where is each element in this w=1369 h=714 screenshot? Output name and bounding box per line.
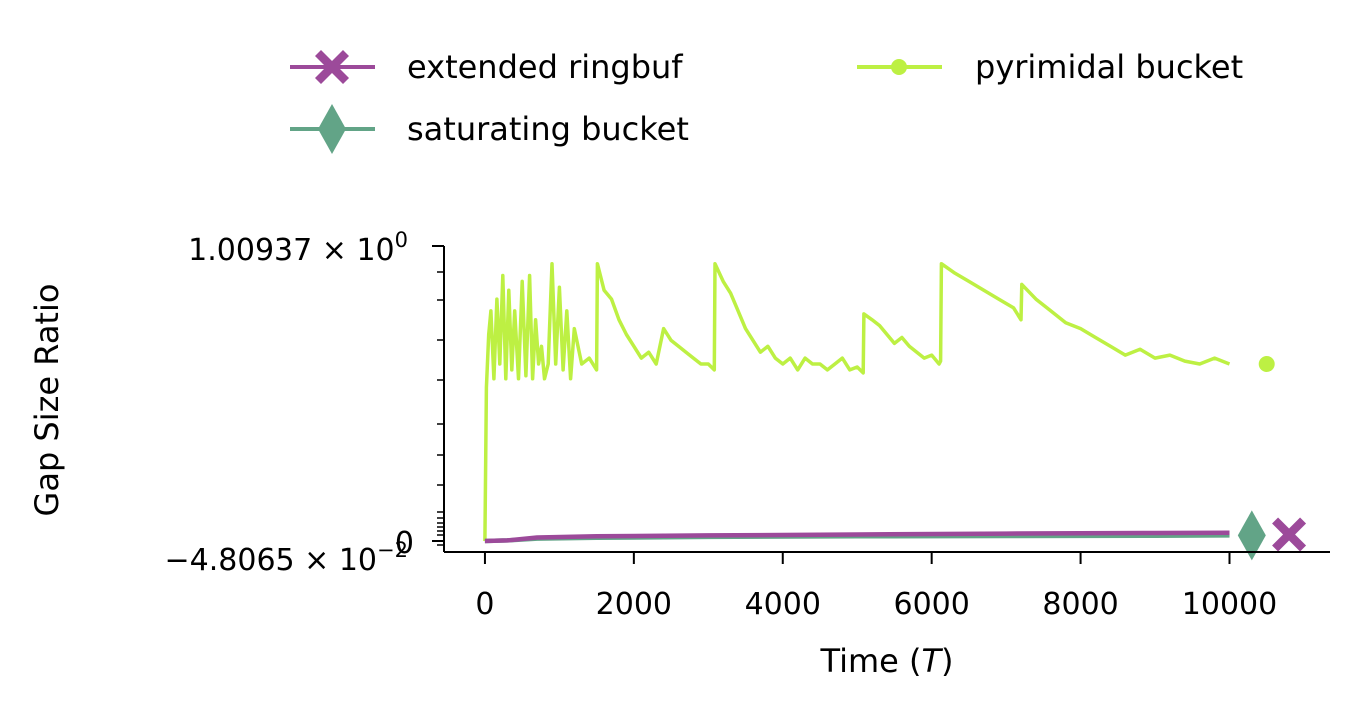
legend-marker-diamond-icon [318,104,346,154]
legend-marker-x-icon [315,50,349,84]
x-tick-label-6000: 6000 [893,587,969,622]
legend-label-saturating-bucket: saturating bucket [407,110,689,148]
y-tick-label-zero: 0 [395,526,414,561]
y-tick-label-top: 1.00937 × 100 [188,228,408,268]
x-tick-label-10000: 10000 [1182,587,1277,622]
x-axis-label: Time (T) [820,642,954,680]
end-marker-saturating-bucket [1237,510,1266,561]
series-layer [483,261,1307,561]
x-tick-label-4000: 4000 [745,587,821,622]
y-tick-label-bottom: −4.8065 × 10−2 [165,538,408,578]
legend-label-pyrimidal-bucket: pyrimidal bucket [975,48,1243,86]
legend-entry-extended-ringbuf: extended ringbuf [290,48,683,86]
series-line-extended-ringbuf [484,530,1230,544]
legend: extended ringbuf saturating bucket pyrim… [290,48,1243,154]
x-axis-ticks: 0 2000 4000 6000 8000 10000 [475,552,1277,622]
y-axis-minor-ticks [437,271,444,546]
end-marker-extended-ringbuf [1272,517,1307,552]
legend-label-extended-ringbuf: extended ringbuf [407,48,683,86]
x-tick-label-8000: 8000 [1042,587,1118,622]
legend-entry-pyrimidal-bucket: pyrimidal bucket [857,48,1243,86]
legend-marker-dot-icon [891,59,907,75]
end-marker-pyrimidal-bucket [1258,356,1275,372]
x-tick-label-0: 0 [475,587,494,622]
legend-entry-saturating-bucket: saturating bucket [290,104,689,154]
y-axis-label: Gap Size Ratio [28,284,66,517]
series-line-pyrimidal-bucket [483,261,1231,542]
x-tick-label-2000: 2000 [596,587,672,622]
